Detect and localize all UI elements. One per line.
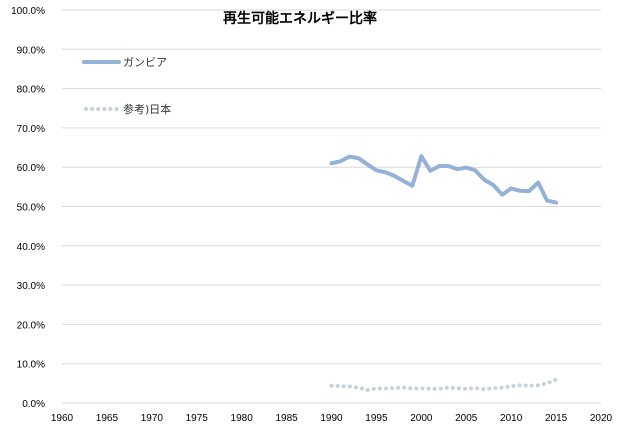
x-tick-label: 2010 xyxy=(500,413,523,424)
x-tick-label: 2020 xyxy=(590,413,613,424)
x-tick-label: 1970 xyxy=(141,413,164,424)
legend: ガンビア 参考)日本 xyxy=(82,56,171,116)
y-tick-label: 10.0% xyxy=(17,360,45,371)
x-tick-label: 2000 xyxy=(410,413,433,424)
x-tick-label: 2005 xyxy=(455,413,478,424)
y-tick-label: 0.0% xyxy=(22,399,45,410)
series-layer xyxy=(329,154,559,393)
series-line-gambia xyxy=(329,154,559,205)
y-tick-label: 80.0% xyxy=(17,85,45,96)
y-tick-label: 30.0% xyxy=(17,281,45,292)
x-tick-label: 2015 xyxy=(545,413,568,424)
grid-layer xyxy=(62,9,601,404)
x-tick-label: 1990 xyxy=(320,413,343,424)
legend-label-gambia: ガンビア xyxy=(123,56,167,69)
x-tick-label: 1980 xyxy=(231,413,254,424)
x-tick-label: 1985 xyxy=(275,413,298,424)
series-line-japan xyxy=(329,377,559,393)
x-tick-label: 1995 xyxy=(365,413,388,424)
x-tick-label: 1960 xyxy=(51,413,74,424)
x-axis: 1960 1965 1970 1975 1980 1985 1990 1995 2000 2005… xyxy=(51,413,613,424)
y-tick-label: 60.0% xyxy=(17,163,45,174)
y-axis: 0.0% 10.0% 20.0% 30.0% 40.0% 50.0% 60.0% 70.0% 8… xyxy=(11,6,45,410)
x-tick-label: 1975 xyxy=(186,413,209,424)
y-tick-label: 20.0% xyxy=(17,320,45,331)
y-tick-label: 50.0% xyxy=(17,203,45,214)
legend-label-japan: 参考)日本 xyxy=(123,102,171,116)
y-tick-label: 90.0% xyxy=(17,45,45,56)
x-tick-label: 1965 xyxy=(96,413,119,424)
y-tick-label: 40.0% xyxy=(17,242,45,253)
y-tick-label: 70.0% xyxy=(17,124,45,135)
chart-title: 再生可能エネルギー比率 xyxy=(223,10,377,27)
y-tick-label: 100.0% xyxy=(11,6,45,17)
